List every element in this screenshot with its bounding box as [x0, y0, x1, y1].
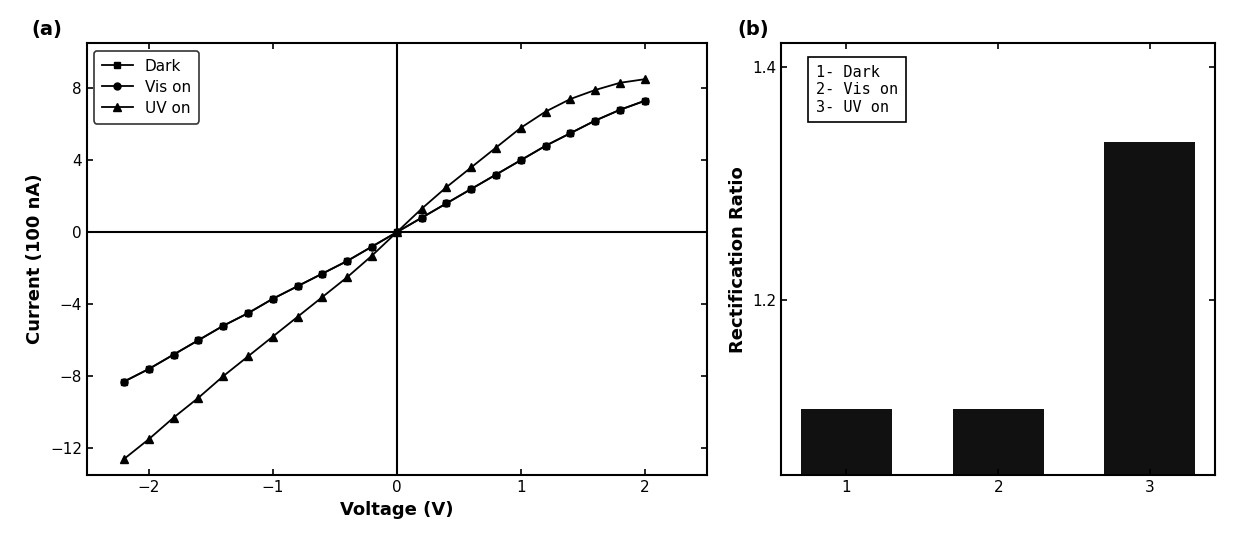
Vis on: [117, 379, 131, 385]
Dark: [637, 98, 652, 104]
UV on: [464, 164, 479, 171]
Dark: [588, 117, 603, 124]
Vis on: [538, 143, 553, 149]
Dark: [439, 200, 454, 207]
UV on: [613, 79, 627, 86]
Vis on: [588, 117, 603, 124]
UV on: [265, 333, 280, 340]
Dark: [340, 258, 355, 264]
Vis on: [439, 200, 454, 207]
Legend: Dark, Vis on, UV on: Dark, Vis on, UV on: [94, 51, 198, 124]
Dark: [241, 310, 255, 316]
UV on: [315, 294, 330, 300]
UV on: [513, 125, 528, 131]
Vis on: [464, 186, 479, 192]
Dark: [315, 271, 330, 277]
Vis on: [637, 98, 652, 104]
Bar: [1105, 143, 1195, 475]
UV on: [290, 314, 305, 320]
Dark: [141, 366, 156, 372]
Vis on: [290, 283, 305, 289]
UV on: [588, 87, 603, 93]
Vis on: [613, 106, 627, 113]
Dark: [489, 171, 503, 178]
Dark: [414, 214, 429, 221]
UV on: [166, 414, 181, 421]
UV on: [538, 109, 553, 115]
Dark: [290, 283, 305, 289]
UV on: [637, 76, 652, 83]
Text: (b): (b): [738, 20, 770, 39]
Vis on: [414, 214, 429, 221]
UV on: [241, 353, 255, 360]
UV on: [414, 206, 429, 212]
Vis on: [241, 310, 255, 316]
UV on: [117, 456, 131, 462]
Dark: [365, 244, 379, 250]
Vis on: [489, 171, 503, 178]
Vis on: [141, 366, 156, 372]
Dark: [216, 322, 231, 329]
Vis on: [389, 229, 404, 235]
Bar: [952, 409, 1044, 475]
UV on: [489, 144, 503, 151]
Vis on: [216, 322, 231, 329]
Dark: [265, 295, 280, 302]
Dark: [389, 229, 404, 235]
X-axis label: Voltage (V): Voltage (V): [340, 501, 454, 518]
Vis on: [563, 130, 578, 137]
Dark: [117, 379, 131, 385]
Line: UV on: UV on: [120, 75, 649, 463]
Dark: [613, 106, 627, 113]
Line: Dark: Dark: [120, 97, 649, 385]
Y-axis label: Current (100 nA): Current (100 nA): [26, 174, 45, 345]
Text: 1- Dark
2- Vis on
3- UV on: 1- Dark 2- Vis on 3- UV on: [816, 65, 898, 114]
UV on: [563, 96, 578, 102]
Text: (a): (a): [31, 20, 62, 39]
Dark: [166, 352, 181, 358]
Vis on: [191, 337, 206, 343]
Vis on: [265, 295, 280, 302]
UV on: [340, 274, 355, 280]
UV on: [141, 436, 156, 442]
Line: Vis on: Vis on: [120, 97, 649, 385]
Dark: [513, 157, 528, 164]
Y-axis label: Rectification Ratio: Rectification Ratio: [729, 166, 746, 353]
Bar: [801, 409, 892, 475]
UV on: [191, 395, 206, 401]
Vis on: [166, 352, 181, 358]
UV on: [216, 373, 231, 380]
Dark: [464, 186, 479, 192]
Dark: [563, 130, 578, 137]
Vis on: [315, 271, 330, 277]
Dark: [191, 337, 206, 343]
UV on: [389, 229, 404, 235]
UV on: [439, 184, 454, 191]
Vis on: [365, 244, 379, 250]
Vis on: [340, 258, 355, 264]
Dark: [538, 143, 553, 149]
Vis on: [513, 157, 528, 164]
UV on: [365, 252, 379, 259]
